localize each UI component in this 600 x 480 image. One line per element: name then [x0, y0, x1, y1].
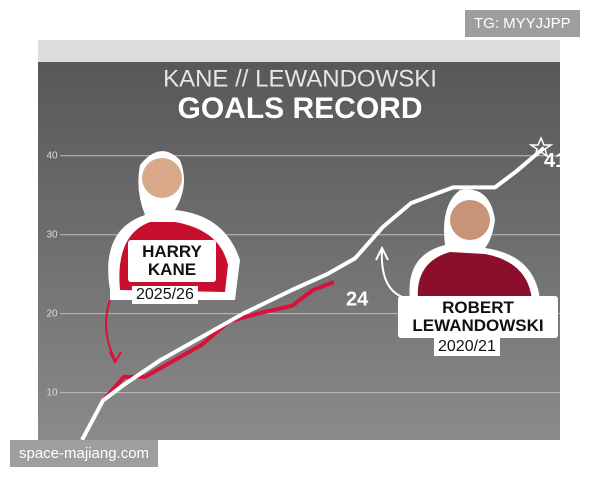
watermark: space-majiang.com — [10, 440, 159, 467]
kane-arrow — [105, 299, 116, 361]
y-tick-label: 40 — [46, 150, 58, 161]
kane-name: HARRY KANE — [128, 240, 216, 282]
record-star — [528, 136, 554, 158]
lewandowski-arrowhead — [375, 245, 389, 261]
series-line — [80, 146, 546, 441]
chart-title: KANE // LEWANDOWSKI — [163, 65, 437, 92]
end-value-label: 41 — [544, 150, 566, 172]
lewandowski-season: 2020/21 — [434, 338, 500, 356]
kane-season: 2025/26 — [132, 286, 198, 304]
lewandowski-photo — [409, 189, 540, 300]
panel-top-band — [38, 40, 560, 62]
y-tick-label: 20 — [46, 308, 58, 319]
kane-arrowhead — [109, 351, 122, 365]
chart-subtitle: GOALS RECORD — [177, 92, 422, 125]
y-tick-label: 10 — [46, 387, 58, 398]
series-line — [80, 280, 335, 441]
end-value-label: 24 — [346, 288, 369, 310]
y-tick-label: 30 — [46, 229, 58, 240]
lewandowski-name: ROBERT LEWANDOWSKI — [398, 296, 558, 338]
watermark: TG: MYYJJPP — [465, 10, 580, 37]
